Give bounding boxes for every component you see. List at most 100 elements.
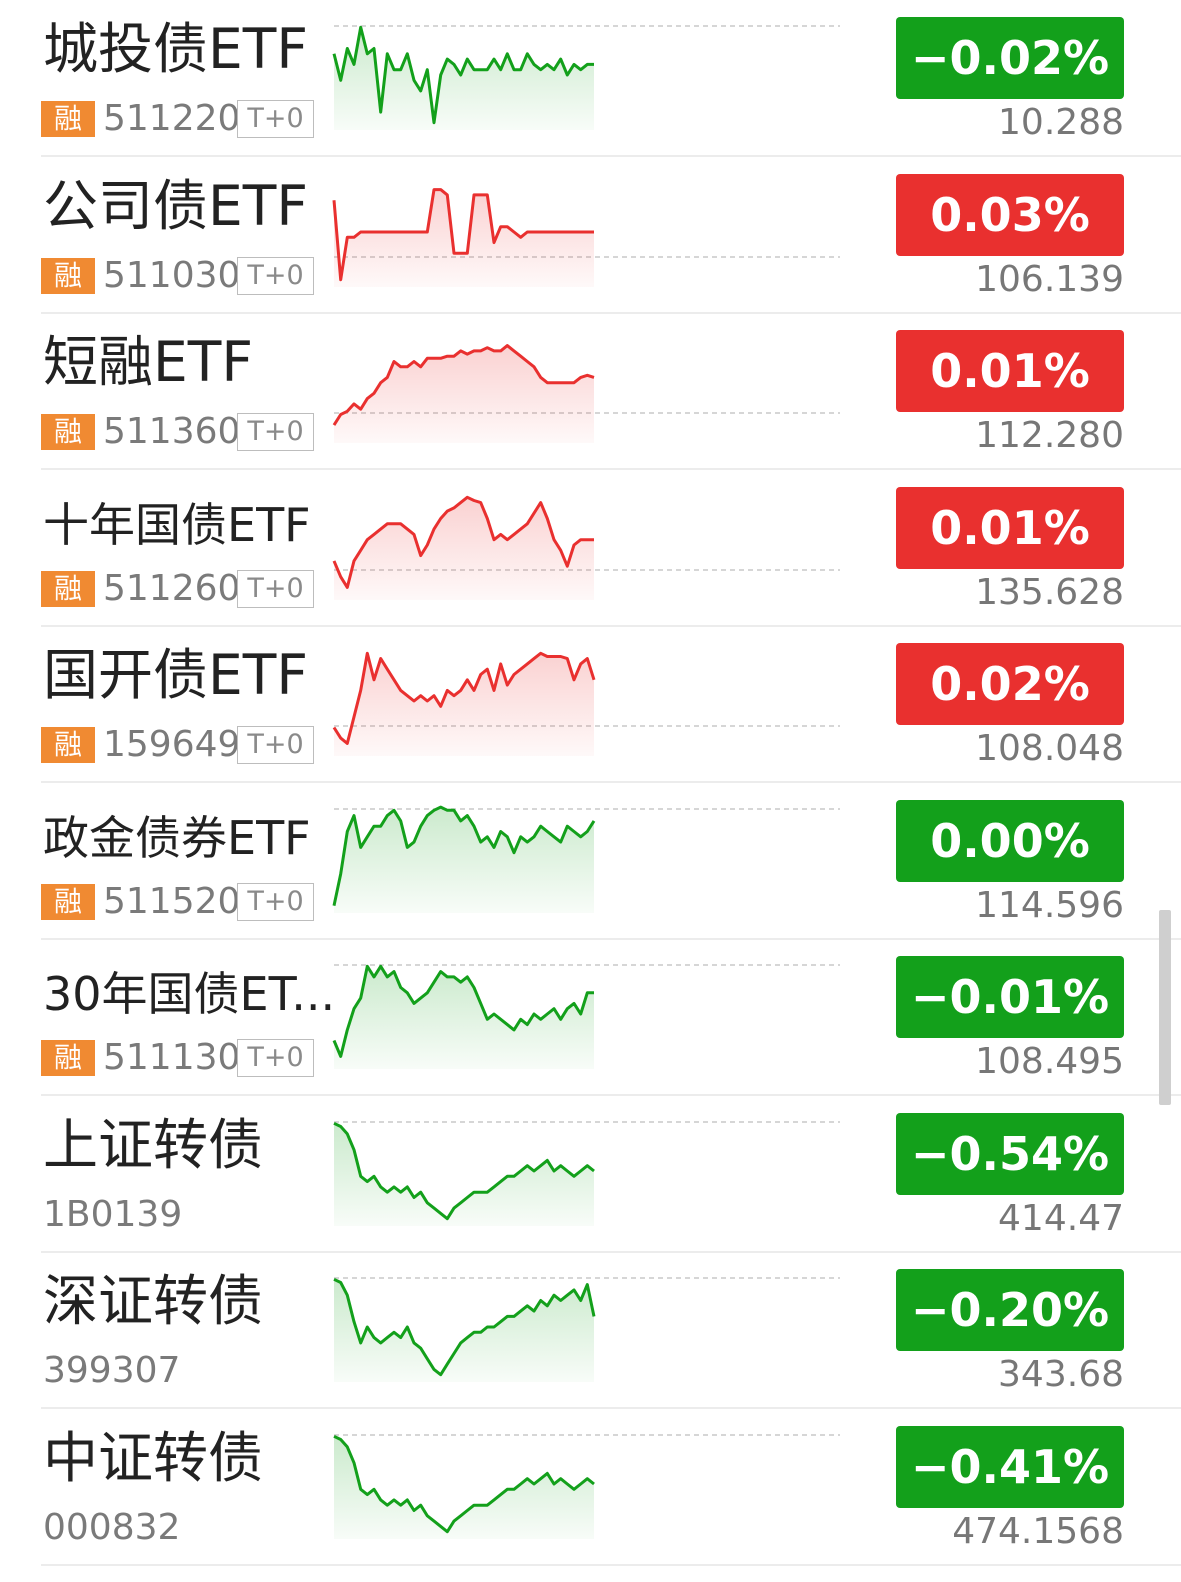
sparkline-area bbox=[334, 806, 594, 913]
fund-code: 1B0139 bbox=[43, 1193, 183, 1235]
sparkline-area bbox=[334, 345, 594, 443]
change-percent-badge[interactable]: −0.54% bbox=[896, 1112, 1124, 1195]
sparkline-line bbox=[332, 495, 594, 589]
fund-code: 511220 bbox=[103, 98, 241, 139]
fund-name: 上证转债 bbox=[43, 1112, 264, 1177]
intraday-sparkline bbox=[333, 1277, 840, 1382]
last-price: 108.048 bbox=[975, 728, 1124, 769]
sparkline-area bbox=[334, 966, 594, 1069]
sparkline-area bbox=[334, 653, 594, 756]
t-plus-0-tag: T+0 bbox=[237, 882, 314, 921]
change-percent-badge[interactable]: −0.41% bbox=[896, 1425, 1124, 1508]
sparkline-line bbox=[333, 1121, 595, 1220]
last-price: 10.288 bbox=[998, 102, 1124, 143]
change-percent-badge[interactable]: 0.01% bbox=[896, 486, 1124, 569]
list-item[interactable]: 城投债ETF 融 511220 T+0 −0.02% 10.288 bbox=[0, 0, 1181, 157]
row-divider bbox=[41, 155, 1181, 157]
t-plus-0-tag: T+0 bbox=[237, 726, 314, 764]
t-plus-0-tag: T+0 bbox=[237, 1039, 314, 1077]
margin-badge: 融 bbox=[41, 727, 95, 763]
fund-code: 511260 bbox=[103, 567, 241, 609]
fund-code: 511130 bbox=[103, 1037, 241, 1078]
row-divider bbox=[41, 1407, 1181, 1409]
last-price: 414.47 bbox=[998, 1197, 1124, 1239]
fund-code: 511360 bbox=[103, 411, 241, 452]
list-item[interactable]: 中证转债 000832 −0.41% 474.1568 bbox=[0, 1409, 1181, 1566]
intraday-sparkline bbox=[333, 1120, 840, 1226]
intraday-sparkline bbox=[332, 651, 840, 756]
sparkline-line bbox=[332, 187, 594, 281]
row-divider bbox=[41, 1094, 1181, 1096]
fund-name: 国开债ETF bbox=[43, 643, 308, 707]
last-price: 108.495 bbox=[975, 1041, 1124, 1082]
sparkline-area bbox=[334, 189, 594, 287]
change-percent-badge[interactable]: 0.00% bbox=[896, 799, 1124, 882]
fund-code: 000832 bbox=[43, 1506, 181, 1548]
sparkline-line bbox=[332, 25, 594, 125]
fund-name: 深证转债 bbox=[43, 1269, 264, 1333]
fund-name: 30年国债ET... bbox=[43, 967, 336, 1021]
fund-code: 159649 bbox=[103, 724, 241, 765]
t-plus-0-tag: T+0 bbox=[237, 569, 314, 608]
sparkline-area bbox=[334, 27, 594, 130]
last-price: 114.596 bbox=[975, 884, 1124, 926]
fund-name: 中证转债 bbox=[43, 1425, 264, 1490]
sparkline-line bbox=[333, 1277, 596, 1377]
fund-name: 十年国债ETF bbox=[43, 497, 311, 552]
margin-badge: 融 bbox=[41, 257, 95, 294]
list-item[interactable]: 政金债券ETF 融 511520 T+0 0.00% 114.596 bbox=[0, 783, 1181, 940]
t-plus-0-tag: T+0 bbox=[237, 413, 314, 451]
list-item[interactable]: 短融ETF 融 511360 T+0 0.01% 112.280 bbox=[0, 313, 1181, 470]
intraday-sparkline bbox=[332, 805, 840, 913]
margin-badge: 融 bbox=[41, 570, 95, 607]
row-divider bbox=[41, 1250, 1181, 1253]
last-price: 135.628 bbox=[975, 571, 1124, 613]
change-percent-badge[interactable]: −0.02% bbox=[896, 17, 1124, 99]
change-percent-badge[interactable]: 0.02% bbox=[896, 643, 1124, 725]
change-percent-badge[interactable]: 0.03% bbox=[896, 173, 1124, 256]
list-item[interactable]: 国开债ETF 融 159649 T+0 0.02% 108.048 bbox=[0, 626, 1181, 783]
fund-name: 短融ETF bbox=[43, 330, 253, 394]
list-item[interactable]: 30年国债ET... 融 511130 T+0 −0.01% 108.495 bbox=[0, 939, 1181, 1096]
t-plus-0-tag: T+0 bbox=[237, 256, 314, 295]
last-price: 343.68 bbox=[998, 1354, 1124, 1395]
fund-name: 城投债ETF bbox=[43, 17, 308, 81]
scrollbar[interactable] bbox=[1159, 910, 1171, 1105]
sparkline-area bbox=[334, 1435, 594, 1539]
list-item[interactable]: 深证转债 399307 −0.20% 343.68 bbox=[0, 1252, 1181, 1409]
intraday-sparkline bbox=[332, 25, 840, 130]
intraday-sparkline bbox=[332, 964, 840, 1069]
list-item[interactable]: 上证转债 1B0139 −0.54% 414.47 bbox=[0, 1096, 1181, 1253]
fund-code: 399307 bbox=[43, 1350, 181, 1391]
row-divider bbox=[41, 1563, 1181, 1566]
sparkline-area bbox=[334, 1122, 594, 1226]
last-price: 106.139 bbox=[975, 258, 1124, 300]
sparkline-line bbox=[332, 805, 596, 906]
last-price: 112.280 bbox=[975, 415, 1124, 456]
intraday-sparkline bbox=[332, 187, 840, 287]
sparkline-line bbox=[332, 651, 596, 745]
last-price: 474.1568 bbox=[952, 1510, 1124, 1552]
sparkline-area bbox=[334, 496, 594, 600]
intraday-sparkline bbox=[332, 344, 840, 443]
fund-name: 公司债ETF bbox=[43, 173, 308, 238]
margin-badge: 融 bbox=[41, 101, 95, 137]
sparkline-line bbox=[332, 964, 594, 1058]
row-divider bbox=[41, 624, 1181, 627]
row-divider bbox=[41, 937, 1181, 940]
sparkline-area bbox=[334, 1279, 594, 1382]
change-percent-badge[interactable]: −0.20% bbox=[896, 1269, 1124, 1351]
list-item[interactable]: 十年国债ETF 融 511260 T+0 0.01% 135.628 bbox=[0, 470, 1181, 627]
change-percent-badge[interactable]: −0.01% bbox=[896, 956, 1124, 1038]
row-divider bbox=[41, 311, 1181, 314]
sparkline-line bbox=[332, 344, 595, 426]
margin-badge: 融 bbox=[41, 883, 95, 920]
change-percent-badge[interactable]: 0.01% bbox=[896, 330, 1124, 412]
fund-code: 511030 bbox=[103, 254, 241, 296]
margin-badge: 融 bbox=[41, 1040, 95, 1076]
list-item[interactable]: 公司债ETF 融 511030 T+0 0.03% 106.139 bbox=[0, 157, 1181, 314]
row-divider bbox=[41, 468, 1181, 470]
fund-code: 511520 bbox=[103, 880, 241, 922]
t-plus-0-tag: T+0 bbox=[237, 100, 314, 138]
fund-name: 政金债券ETF bbox=[43, 810, 311, 865]
